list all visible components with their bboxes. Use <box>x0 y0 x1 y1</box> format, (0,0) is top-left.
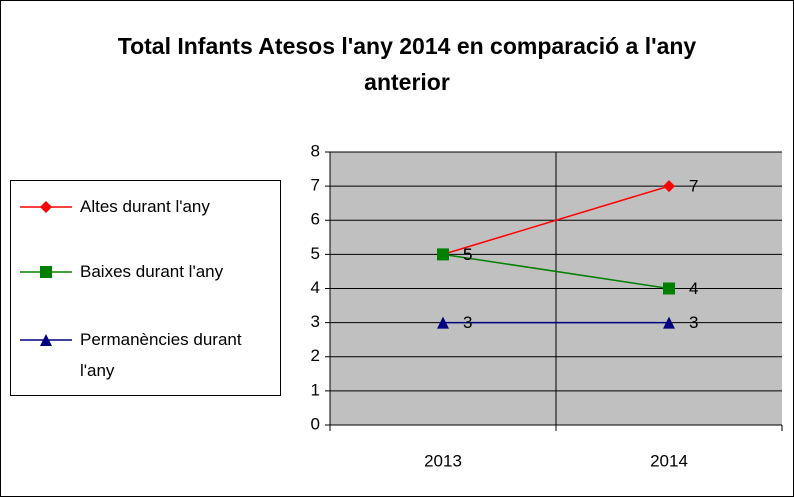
legend-label: Baixes durant l'any <box>80 262 224 281</box>
legend-label: Permanències durant l'any <box>80 330 242 380</box>
legend-label: Altes durant l'any <box>80 197 210 216</box>
x-tick-label: 2013 <box>424 451 462 470</box>
y-tick-label: 1 <box>311 380 320 399</box>
data-label: 3 <box>463 313 472 332</box>
marker <box>663 282 675 295</box>
data-label: 5 <box>463 245 472 264</box>
y-tick-label: 4 <box>311 278 320 297</box>
marker <box>40 334 52 346</box>
y-tick-label: 8 <box>311 141 320 160</box>
y-tick-label: 6 <box>311 210 320 229</box>
marker <box>437 248 449 261</box>
legend-box <box>10 180 281 396</box>
marker <box>40 201 52 213</box>
chart-title: Total Infants Atesos l'any 2014 en compa… <box>117 33 697 95</box>
x-tick-label: 2014 <box>650 451 688 470</box>
marker <box>437 316 449 329</box>
marker <box>663 316 675 329</box>
y-tick-label: 5 <box>311 244 320 263</box>
data-label: 3 <box>689 313 698 332</box>
y-tick-label: 3 <box>311 312 320 331</box>
data-label: 7 <box>689 177 698 196</box>
series-line <box>442 253 670 290</box>
y-tick-label: 0 <box>311 414 320 433</box>
y-tick-label: 2 <box>311 346 320 365</box>
y-tick-label: 7 <box>311 176 320 195</box>
marker <box>663 180 675 193</box>
data-label: 4 <box>689 279 698 298</box>
data-label: 5 <box>463 245 472 264</box>
series-line <box>442 185 670 256</box>
marker <box>40 266 52 278</box>
